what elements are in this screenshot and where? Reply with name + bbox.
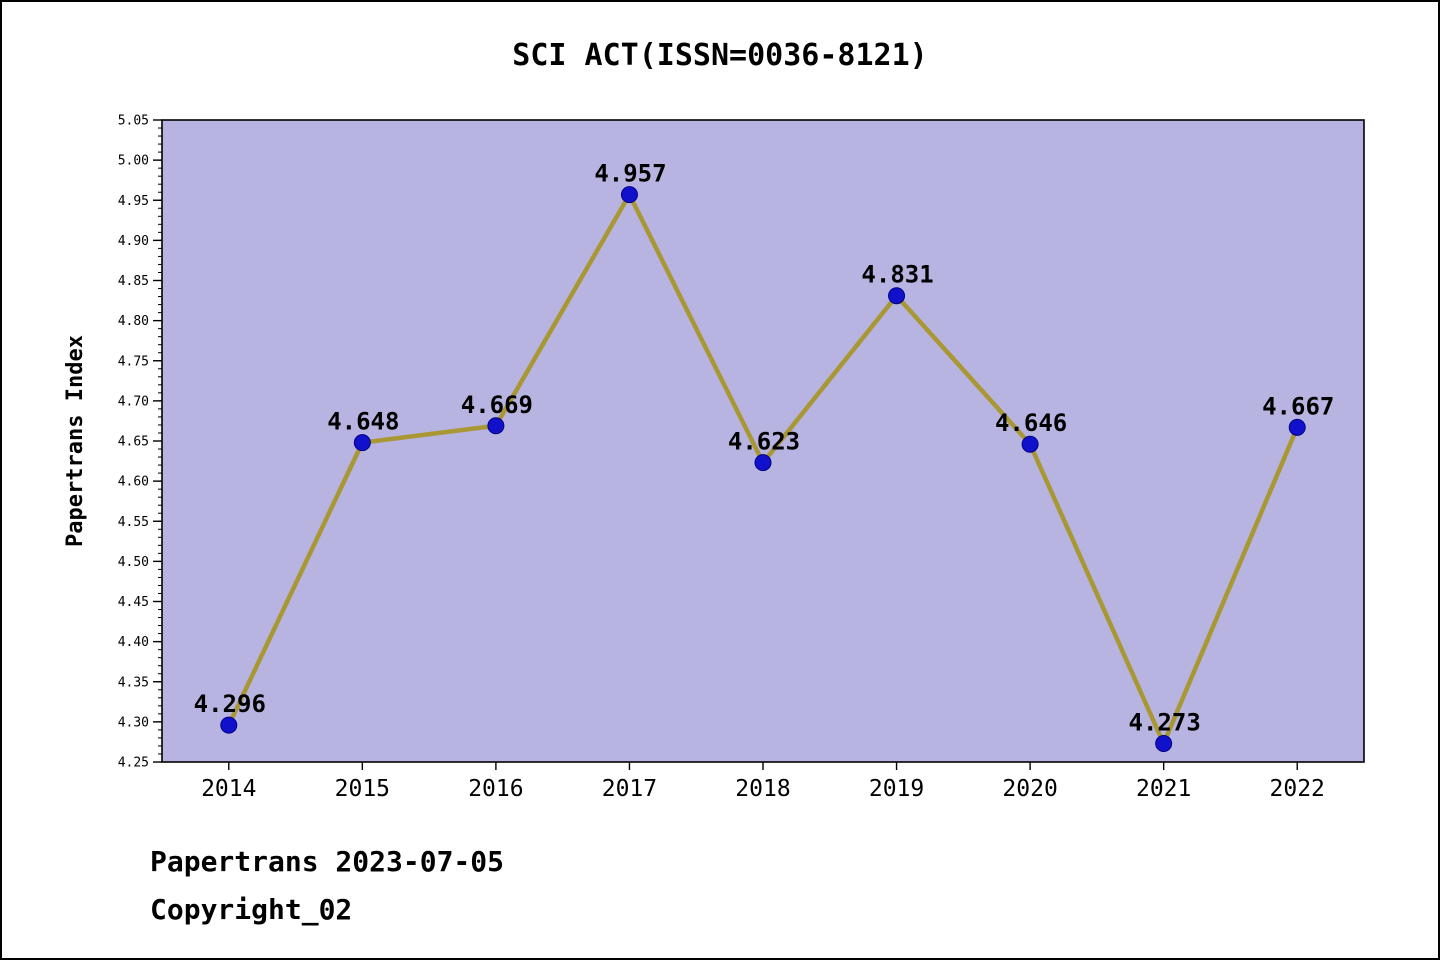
x-tick-label: 2015 [335,776,390,802]
y-tick-label: 4.95 [118,194,149,209]
data-point [620,186,638,204]
y-tick-label: 4.85 [118,274,149,289]
data-point-label: 4.669 [461,391,533,419]
data-point [1155,735,1173,753]
plot-border [161,119,1365,763]
data-point [353,434,371,452]
footer-source-date: Papertrans 2023-07-05 [150,845,505,878]
y-tick-label: 4.50 [118,555,149,570]
data-point-label: 4.273 [1129,709,1201,737]
y-tick-label: 4.80 [118,314,149,329]
y-tick-label: 4.90 [118,234,149,249]
y-tick-label: 5.00 [118,154,149,169]
y-tick-label: 4.30 [118,715,149,730]
y-tick-label: 5.05 [118,114,149,129]
y-tick-label: 4.25 [118,756,149,771]
y-axis-label: Papertrans Index [63,335,88,547]
x-tick-label: 2017 [602,776,657,802]
data-point [888,287,906,305]
data-point [1288,418,1306,436]
x-tick-label: 2020 [1002,776,1057,802]
data-point-label: 4.648 [327,408,399,436]
data-point [1021,435,1039,453]
x-tick-label: 2014 [201,776,256,802]
x-tick-label: 2016 [468,776,523,802]
footer: Papertrans 2023-07-05 Copyright_02 [150,838,504,934]
data-point-label: 4.646 [995,409,1067,437]
y-tick-label: 4.35 [118,675,149,690]
x-tick-label: 2018 [735,776,790,802]
x-tick-label: 2019 [869,776,924,802]
y-tick-label: 4.45 [118,595,149,610]
y-tick-label: 4.40 [118,635,149,650]
y-tick-label: 4.65 [118,435,149,450]
y-tick-label: 4.75 [118,354,149,369]
y-tick-label: 4.70 [118,394,149,409]
y-tick-label: 4.60 [118,475,149,490]
data-point-label: 4.667 [1262,392,1334,420]
chart-title: SCI ACT(ISSN=0036-8121) [512,38,928,73]
x-tick-label: 2022 [1270,776,1325,802]
data-point-label: 4.831 [861,261,933,289]
data-point [754,454,772,472]
data-point-label: 4.623 [728,428,800,456]
y-tick-label: 4.55 [118,515,149,530]
data-point-label: 4.957 [594,160,666,188]
data-point-label: 4.296 [194,690,266,718]
data-point [220,716,238,734]
data-point [487,417,505,435]
x-tick-label: 2021 [1136,776,1191,802]
footer-copyright: Copyright_02 [150,893,353,926]
